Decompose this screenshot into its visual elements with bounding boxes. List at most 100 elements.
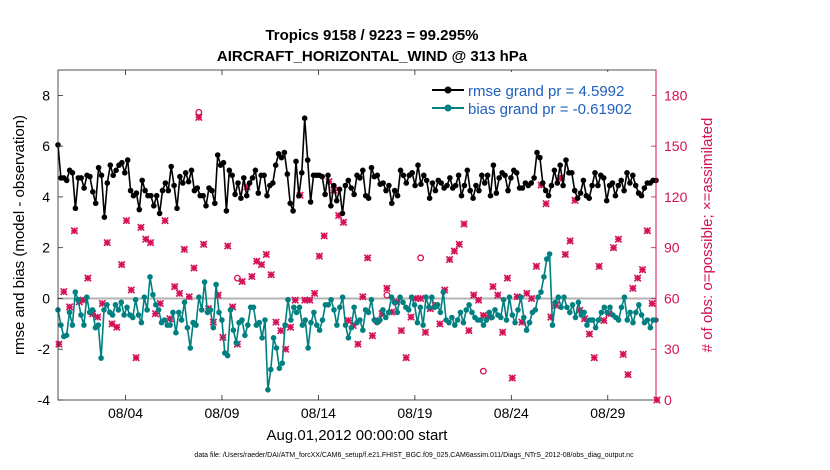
obs-assimilated-marker: [359, 293, 367, 301]
bias-point: [176, 309, 182, 316]
rmse-point: [171, 182, 177, 189]
rmse-point: [627, 180, 633, 186]
bias-point: [405, 307, 412, 313]
bias-point: [503, 317, 510, 323]
bias-point: [63, 332, 70, 339]
obs-assimilated-marker: [643, 227, 652, 235]
bias-point: [245, 322, 251, 328]
bias-point: [607, 304, 613, 311]
rmse-point: [235, 180, 241, 186]
obs-assimilated-marker: [161, 216, 169, 225]
rmse-point: [365, 195, 372, 201]
rmse-point: [461, 182, 468, 189]
bias-point: [377, 317, 383, 323]
rmse-point: [612, 192, 619, 199]
bias-point: [538, 289, 544, 295]
bias-point: [446, 319, 452, 326]
bias-point: [590, 317, 596, 323]
rmse-point: [72, 205, 79, 212]
rmse-point: [542, 187, 549, 194]
obs-possible-marker: [417, 254, 425, 262]
bias-point: [434, 302, 441, 308]
legend-rmse-marker: [444, 86, 452, 94]
obs-assimilated-marker: [648, 299, 656, 308]
rmse-point: [168, 163, 174, 170]
bias-point: [265, 387, 271, 393]
bias-point: [181, 299, 188, 306]
bias-point: [357, 317, 363, 323]
right-axis-label: # of obs: o=possible; ×=assimilated: [699, 118, 716, 353]
bias-point: [592, 324, 599, 331]
bias-point: [564, 304, 570, 311]
bias-point: [437, 309, 444, 316]
obs-assimilated-marker: [93, 313, 102, 321]
bias-point: [288, 317, 294, 323]
bias-point: [279, 360, 286, 367]
obs-assimilated-marker: [272, 318, 280, 326]
bias-point: [216, 309, 222, 316]
bias-point: [285, 296, 291, 303]
rmse-point: [554, 180, 561, 186]
obs-assimilated-marker: [354, 340, 362, 348]
bias-point: [342, 322, 349, 328]
bias-point: [383, 314, 389, 321]
obs-possible-marker: [479, 367, 487, 375]
rmse-point: [264, 192, 270, 199]
bias-point: [414, 319, 421, 326]
rmse-point: [415, 162, 421, 168]
left-tick-label: -4: [38, 392, 51, 408]
bias-point: [138, 319, 145, 326]
rmse-point: [403, 180, 410, 186]
right-tick-label: 60: [664, 290, 680, 306]
rmse-point: [621, 187, 627, 194]
bias-point: [380, 307, 386, 313]
rmse-point: [400, 172, 407, 179]
rmse-point: [255, 190, 262, 196]
obs-assimilated-marker: [489, 282, 497, 291]
bias-point: [558, 304, 564, 311]
bias-point: [624, 317, 631, 323]
rmse-point: [325, 172, 331, 179]
rmse-point: [339, 210, 346, 217]
rmse-point: [592, 170, 598, 176]
bias-point: [477, 317, 484, 323]
rmse-point: [458, 192, 465, 199]
bias-point: [388, 294, 395, 301]
bias-point: [549, 322, 556, 328]
bias-point: [440, 289, 447, 295]
obs-assimilated-marker: [286, 323, 295, 331]
bias-point: [512, 319, 518, 326]
bias-point: [535, 294, 541, 301]
obs-assimilated-marker: [494, 291, 502, 299]
bias-point: [98, 355, 104, 361]
obs-assimilated-marker: [127, 286, 136, 294]
bias-point: [170, 309, 176, 316]
rmse-point: [229, 172, 235, 179]
bias-point: [161, 317, 168, 323]
obs-assimilated-marker: [320, 232, 328, 240]
rmse-point: [580, 177, 587, 184]
left-tick-label: 2: [42, 240, 50, 256]
series-layer: [55, 115, 659, 393]
bias-point: [219, 317, 225, 323]
legend-box: [428, 72, 652, 120]
obs-assimilated-marker: [542, 199, 550, 208]
rmse-point: [136, 206, 143, 213]
rmse-point: [101, 214, 108, 220]
rmse-point: [357, 175, 363, 181]
bias-point: [480, 322, 487, 328]
bias-point: [193, 322, 199, 328]
bias-point: [66, 309, 73, 316]
bias-point: [615, 317, 622, 323]
bias-point: [104, 302, 110, 308]
x-axis-label: Aug.01,2012 00:00:00 start: [267, 427, 449, 444]
rmse-point: [394, 192, 401, 199]
bias-point: [196, 294, 202, 301]
obs-assimilated-marker: [223, 242, 232, 250]
rmse-point: [638, 192, 645, 199]
rmse-point: [519, 185, 526, 191]
rmse-point: [609, 180, 616, 186]
rmse-point: [569, 170, 575, 176]
rmse-point: [275, 151, 282, 157]
bias-point: [400, 299, 406, 306]
